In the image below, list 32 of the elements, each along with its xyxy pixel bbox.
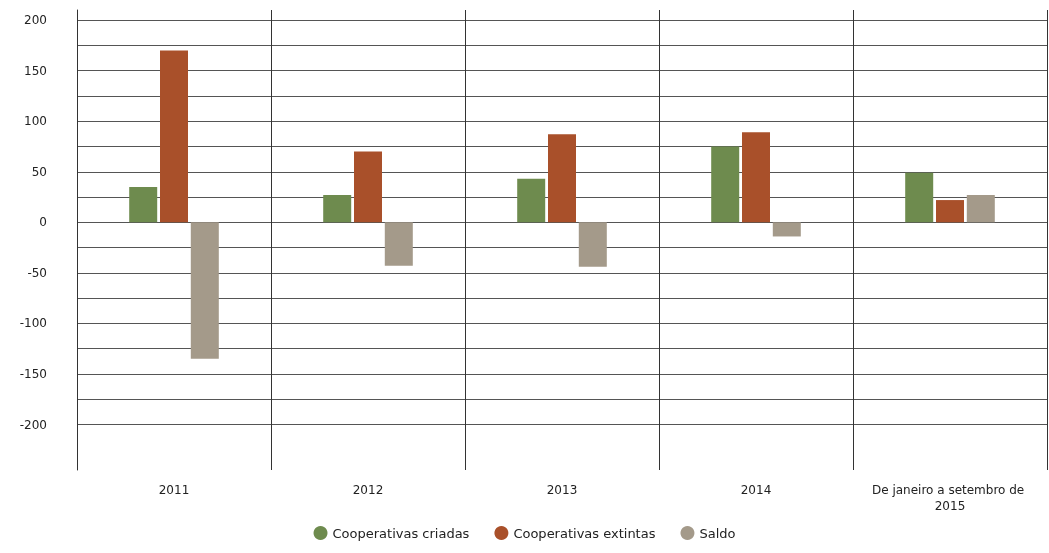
x-tick-label: 2013 (546, 483, 578, 497)
bar (190, 222, 219, 359)
x-tick-label: De janeiro a setembro de 2015 (871, 483, 1029, 513)
bar (711, 146, 740, 223)
bar (936, 200, 964, 223)
y-tick-label: 100 (24, 114, 47, 129)
bar (772, 222, 801, 237)
bar (905, 172, 934, 223)
y-tick-label: -200 (19, 417, 47, 432)
bar (517, 178, 546, 223)
bar (323, 195, 352, 223)
x-tick-label: 2011 (158, 483, 190, 497)
x-tick-label: 2014 (740, 483, 772, 497)
y-tick-label: 150 (24, 63, 47, 78)
bar (354, 151, 382, 223)
bar (966, 195, 995, 223)
legend-label: Saldo (699, 525, 736, 541)
bar (160, 50, 188, 223)
legend-label: Cooperativas extintas (513, 525, 656, 541)
y-tick-label: -150 (19, 366, 47, 381)
y-tick-label: 0 (39, 215, 47, 230)
y-tick-label: 50 (31, 164, 47, 179)
y-tick-label: -50 (27, 265, 47, 280)
legend-label: Cooperativas criadas (332, 525, 470, 541)
x-tick-label: 2012 (352, 483, 384, 497)
bar (129, 186, 158, 223)
bar (384, 222, 413, 266)
bar (742, 132, 770, 223)
bar (578, 222, 607, 267)
y-tick-label: -100 (19, 316, 47, 331)
y-tick-label: 200 (24, 13, 47, 28)
bar (548, 134, 576, 223)
